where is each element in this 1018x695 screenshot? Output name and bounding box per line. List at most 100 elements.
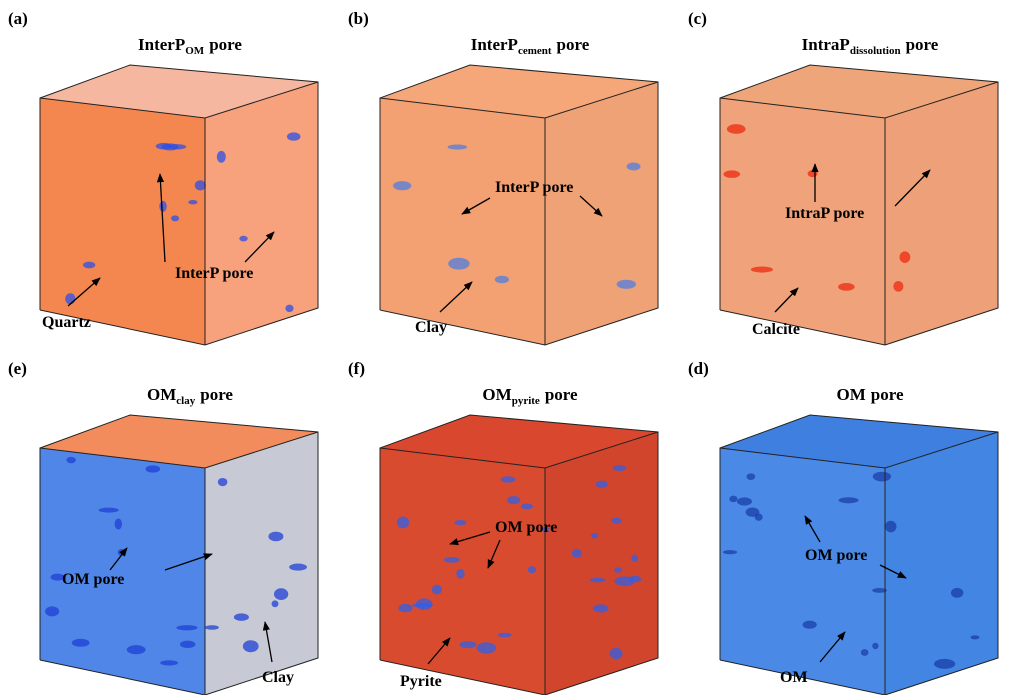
title-subscript: pyrite — [512, 395, 540, 407]
texture-spot — [146, 465, 161, 472]
texture-spot — [885, 521, 896, 533]
texture-spot — [416, 598, 433, 610]
texture-spot — [456, 569, 464, 579]
title-suffix: pore — [906, 35, 939, 54]
texture-spot — [176, 625, 197, 630]
texture-spot — [289, 564, 307, 571]
texture-spot — [115, 519, 122, 530]
panel-title: OM pore — [836, 385, 903, 404]
texture-spot — [591, 533, 599, 539]
title-suffix: pore — [200, 385, 233, 404]
annotation: OM pore — [62, 571, 124, 588]
annotation: Clay — [262, 669, 294, 686]
texture-spot — [205, 625, 219, 630]
texture-spot — [268, 532, 283, 542]
title-subscript: cement — [518, 45, 552, 57]
texture-spot — [900, 251, 911, 263]
texture-spot — [65, 293, 75, 304]
texture-spot — [617, 280, 636, 289]
title-suffix: pore — [209, 35, 242, 54]
texture-spot — [873, 472, 891, 482]
texture-spot — [218, 478, 228, 486]
panel-title: InterPcementpore — [471, 35, 590, 57]
texture-spot — [127, 645, 146, 654]
title-subscript: dissolution — [850, 45, 901, 57]
texture-spot — [397, 516, 409, 528]
title-base: OM — [836, 385, 865, 404]
texture-spot — [737, 497, 752, 505]
panel: (b)InterPcementporeInterP poreClay — [348, 9, 658, 345]
title-base: IntraP — [802, 35, 850, 54]
texture-spot — [951, 588, 963, 598]
texture-spot — [495, 276, 509, 284]
texture-spot — [631, 555, 638, 562]
texture-spot — [590, 578, 606, 582]
texture-spot — [501, 476, 516, 482]
texture-spot — [611, 518, 621, 524]
cube-right — [205, 82, 318, 345]
panel-title: OMclaypore — [147, 385, 233, 407]
cube-right — [545, 432, 658, 695]
cube-left — [380, 98, 545, 345]
texture-spot — [274, 588, 288, 600]
texture-spot — [459, 641, 476, 648]
panel-title: OMpyritepore — [482, 385, 578, 407]
annotation: OM pore — [805, 547, 867, 564]
texture-spot — [747, 473, 756, 480]
figure: (a)InterPOMporeInterP poreQuartz(b)Inter… — [0, 0, 1018, 695]
panel-letter: (a) — [8, 9, 28, 28]
texture-spot — [66, 457, 75, 463]
texture-spot — [398, 604, 412, 612]
panel-letter: (b) — [348, 9, 369, 28]
cube-right — [545, 82, 658, 345]
texture-spot — [507, 496, 520, 504]
annotation: Pyrite — [400, 673, 442, 690]
texture-spot — [838, 283, 855, 291]
texture-spot — [243, 640, 259, 652]
title-subscript: clay — [176, 395, 195, 407]
texture-spot — [45, 606, 59, 616]
panel-letter: (f) — [348, 359, 365, 378]
texture-spot — [593, 604, 608, 612]
texture-spot — [234, 613, 249, 621]
annotation: Calcite — [752, 321, 800, 338]
title-subscript: OM — [185, 45, 205, 57]
title-suffix: pore — [871, 385, 904, 404]
annotation: IntraP pore — [785, 205, 864, 222]
texture-spot — [188, 200, 197, 204]
texture-spot — [217, 151, 226, 163]
panel-title: InterPOMpore — [138, 35, 242, 57]
texture-spot — [572, 549, 582, 558]
texture-spot — [448, 145, 467, 150]
texture-spot — [393, 181, 411, 190]
texture-spot — [729, 496, 737, 503]
texture-spot — [971, 635, 980, 639]
texture-spot — [872, 643, 878, 649]
texture-spot — [839, 497, 859, 503]
texture-spot — [934, 659, 955, 669]
texture-spot — [893, 281, 903, 292]
texture-spot — [272, 600, 279, 607]
texture-spot — [723, 550, 737, 554]
texture-spot — [596, 481, 608, 488]
texture-spot — [521, 503, 533, 509]
cube-right — [205, 432, 318, 695]
texture-spot — [160, 660, 178, 665]
texture-spot — [808, 170, 818, 177]
annotation: Quartz — [42, 314, 91, 331]
texture-spot — [629, 576, 641, 583]
texture-spot — [627, 163, 641, 171]
texture-spot — [528, 566, 536, 573]
annotation: OM — [780, 669, 808, 686]
texture-spot — [287, 132, 301, 140]
texture-spot — [727, 124, 746, 134]
texture-spot — [83, 262, 95, 269]
texture-spot — [477, 642, 497, 653]
texture-spot — [751, 266, 773, 272]
panel-title: IntraPdissolution pore — [802, 35, 939, 57]
texture-spot — [498, 633, 512, 638]
